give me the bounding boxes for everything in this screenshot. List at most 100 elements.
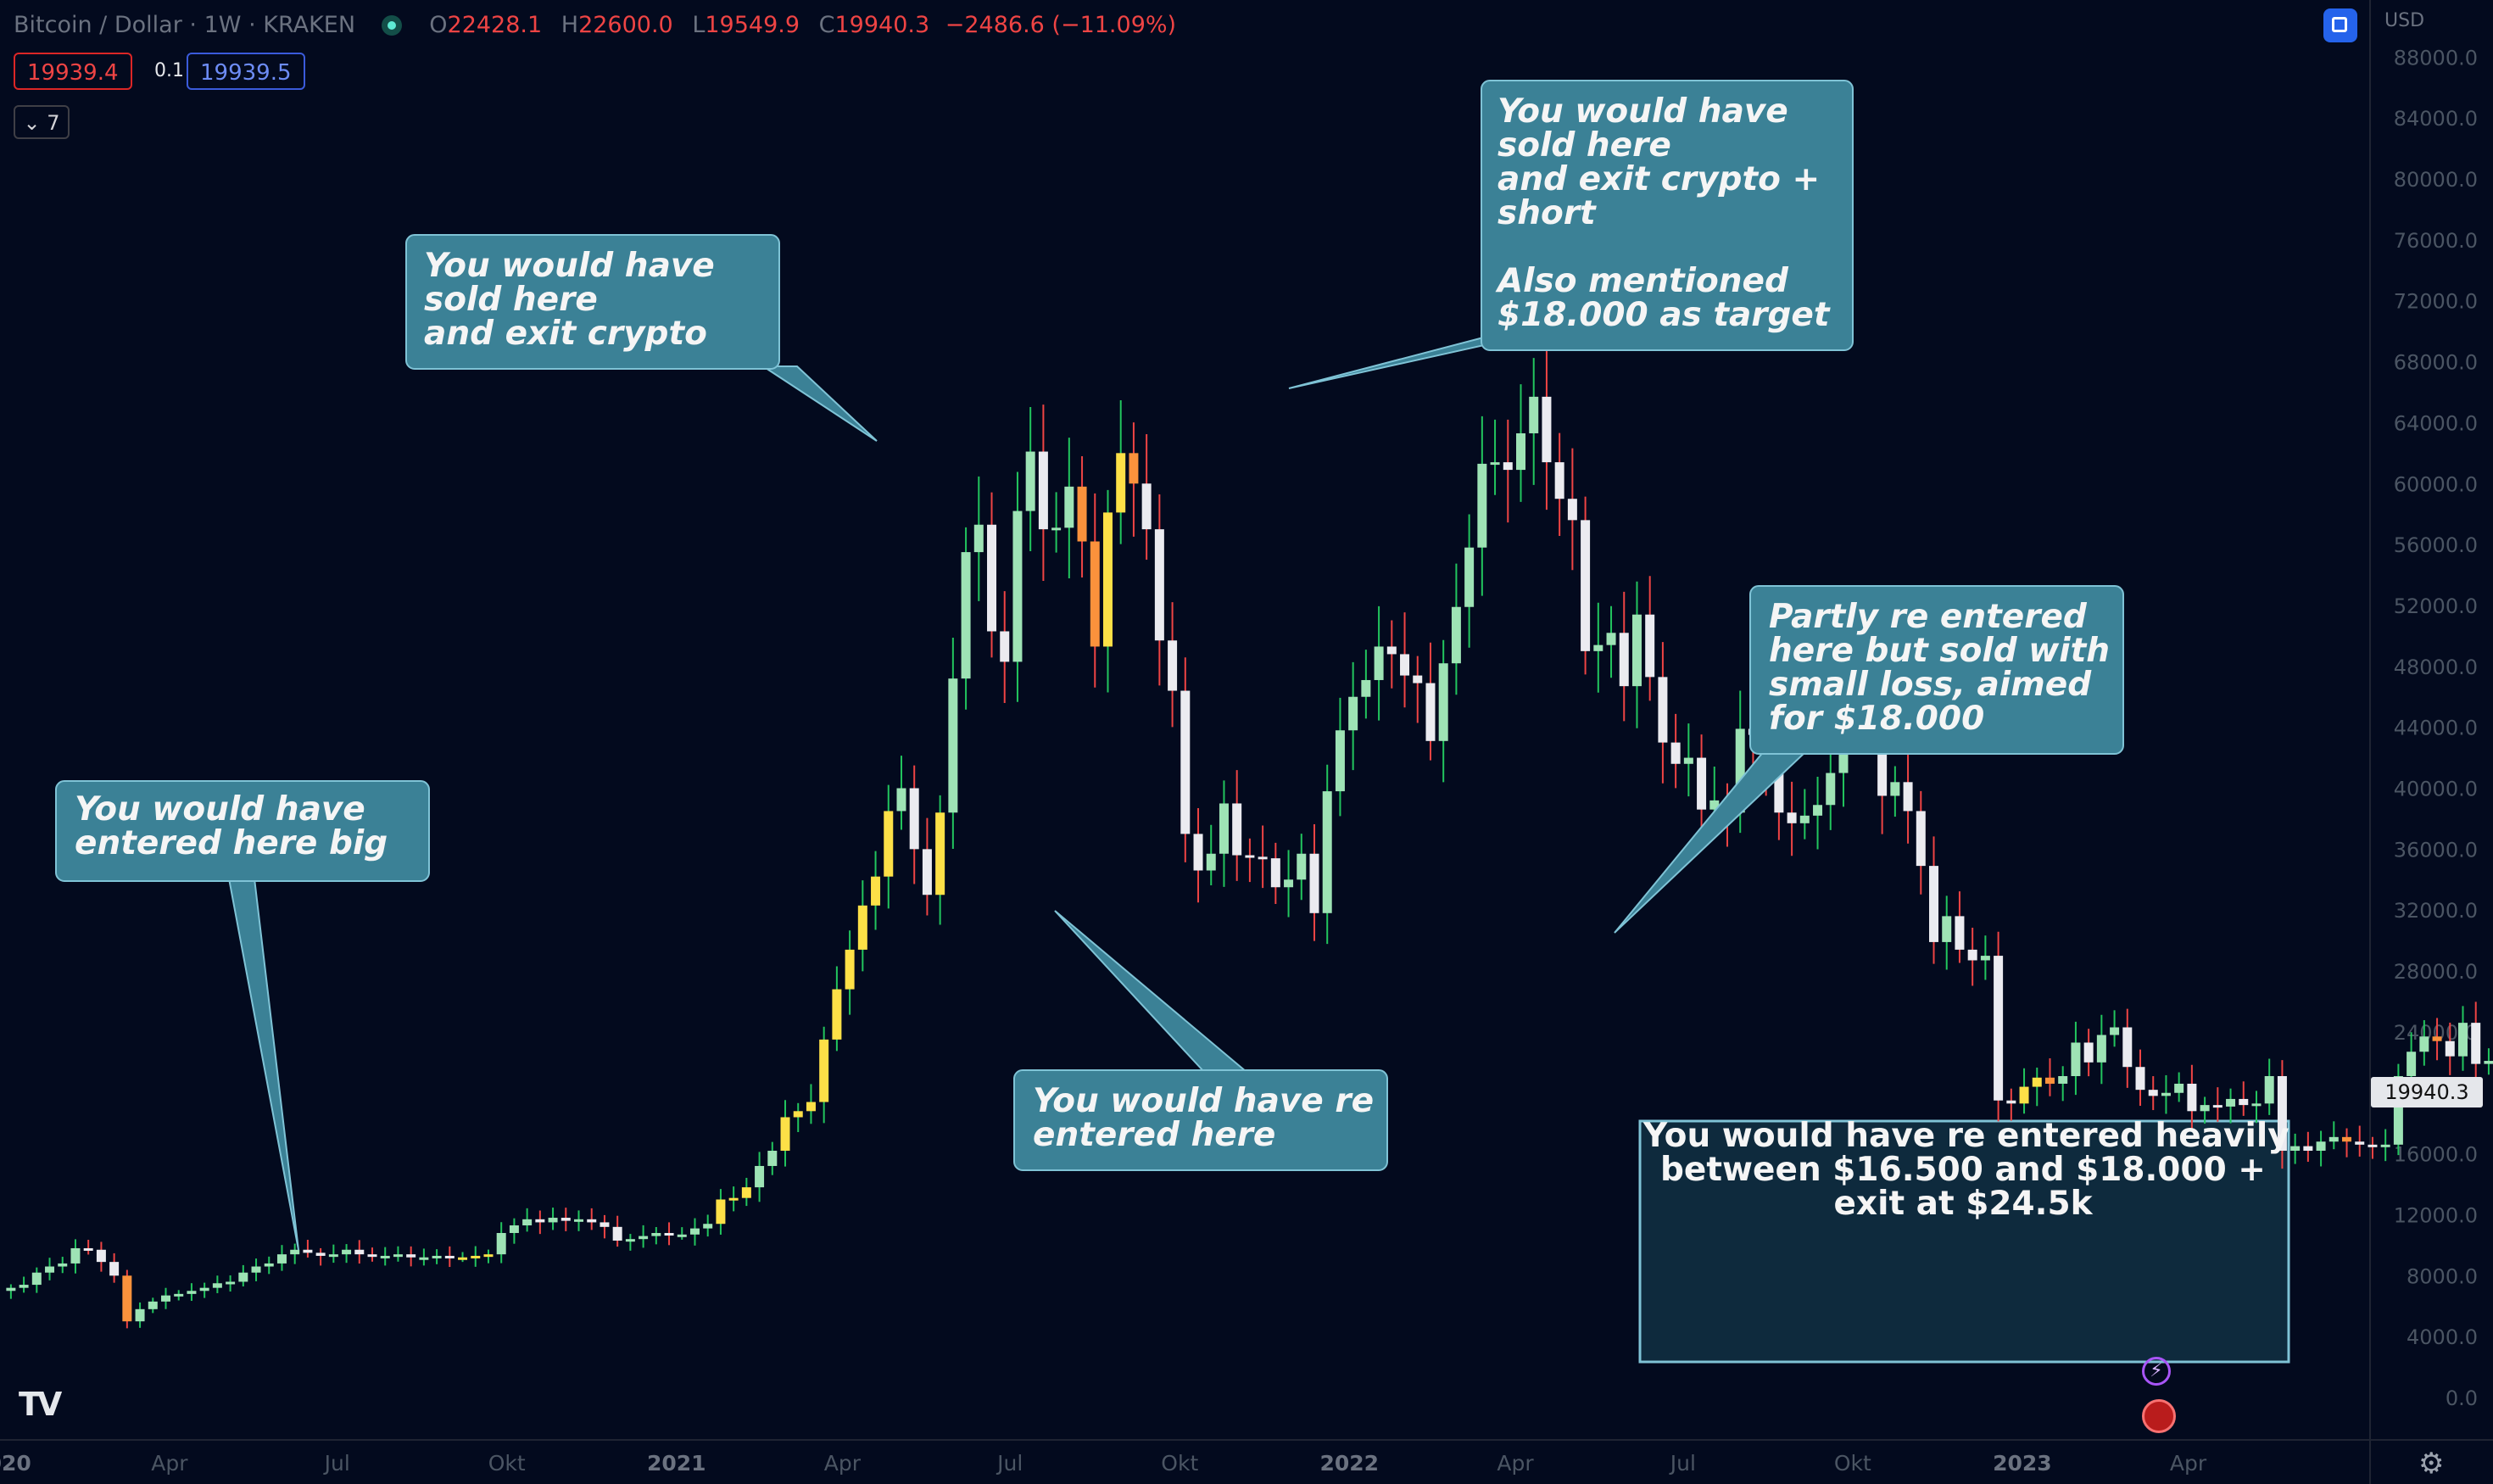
candle-body	[1051, 527, 1062, 531]
price-tick-label: 40000.0	[2394, 778, 2478, 801]
candle-body	[1284, 879, 1294, 888]
interval-label[interactable]: 1W	[204, 12, 242, 38]
time-tick-label: 2021	[647, 1451, 706, 1476]
candle-body	[1980, 956, 1990, 961]
candle-body	[871, 876, 881, 906]
candle-body	[1994, 956, 2004, 1101]
candle-body	[199, 1287, 209, 1292]
candle-body	[2239, 1098, 2249, 1106]
candle-body	[535, 1219, 545, 1223]
candle-body	[561, 1218, 571, 1221]
candle-body	[1490, 462, 1500, 466]
candle-body	[1503, 462, 1513, 471]
candle-body	[2445, 1040, 2455, 1057]
candle-body	[884, 811, 894, 877]
callout-partly[interactable]	[1614, 585, 2124, 934]
symbol-name[interactable]: Bitcoin / Dollar	[14, 12, 182, 38]
candle-body	[1102, 512, 1113, 647]
price-tick-label: 52000.0	[2394, 594, 2478, 618]
candle-body	[2032, 1077, 2042, 1087]
candle-body	[496, 1233, 506, 1255]
candle-body	[70, 1247, 81, 1264]
candle-body	[1077, 486, 1087, 542]
indicators-toggle-button[interactable]: ⌄ 7	[14, 105, 70, 139]
callout-sold-short[interactable]	[1288, 80, 1854, 389]
candle-body	[1529, 396, 1539, 433]
candle-body	[2471, 1023, 2481, 1064]
candle-body	[109, 1262, 120, 1276]
candle-body	[1929, 866, 1939, 942]
symbol-legend[interactable]: Bitcoin / Dollar · 1W · KRAKEN O22428.1 …	[14, 12, 1176, 38]
candle-body	[419, 1257, 429, 1260]
annotation-callouts[interactable]	[55, 80, 2124, 1251]
candle-body	[1567, 499, 1577, 521]
candle-body	[2135, 1067, 2145, 1091]
candle-body	[780, 1117, 790, 1152]
candle-body	[987, 524, 997, 632]
candle-body	[1219, 803, 1229, 854]
candle-body	[2432, 1036, 2442, 1041]
symbol-sep-2: ·	[248, 12, 256, 38]
candle-body	[2457, 1023, 2468, 1057]
us-flag-event-icon[interactable]	[2142, 1399, 2176, 1433]
candle-body	[973, 524, 984, 553]
candle-body	[703, 1224, 713, 1229]
time-axis[interactable]: 2020 Apr Jul Okt 2021 Apr Jul Okt 2022 Apr Jul Okt 2…	[0, 1439, 2493, 1476]
candle-body	[226, 1281, 236, 1285]
candle-body	[290, 1249, 300, 1255]
candle-body	[716, 1199, 726, 1225]
callout-reentered[interactable]	[1013, 910, 1388, 1171]
callout-entered-big[interactable]	[55, 780, 430, 1251]
currency-label[interactable]: USD	[2384, 10, 2425, 31]
candle-body	[793, 1111, 803, 1118]
price-tick-label: 12000.0	[2394, 1203, 2478, 1227]
time-tick-label: Jul	[996, 1451, 1023, 1476]
candle-body	[328, 1254, 338, 1258]
note-heavy-reentry: You would have re entered heavily betwee…	[1643, 1117, 2289, 1223]
candlestick-series	[6, 342, 2493, 1329]
note-sold-exit: You would have sold here and exit crypto	[424, 247, 715, 353]
candle-body	[1245, 855, 1255, 858]
low-label: L	[692, 12, 706, 38]
gear-icon[interactable]: ⚙	[2418, 1447, 2445, 1481]
time-tick-label: 2022	[1320, 1451, 1380, 1476]
lightning-event-icon[interactable]: ⚡	[2142, 1357, 2171, 1386]
candle-body	[1774, 765, 1784, 813]
order-size[interactable]: 0.1	[154, 60, 184, 81]
candle-body	[1735, 728, 1745, 813]
market-status-icon[interactable]	[381, 15, 402, 36]
candle-body	[6, 1287, 16, 1292]
note-entered-big: You would have entered here big	[75, 790, 388, 862]
time-tick-label: Apr	[151, 1451, 188, 1476]
candle-body	[1141, 483, 1152, 530]
candle-body	[2316, 1141, 2326, 1152]
price-tick-label: 88000.0	[2394, 46, 2478, 70]
candle-body	[2251, 1103, 2262, 1107]
candle-body	[819, 1039, 829, 1102]
candle-body	[251, 1266, 261, 1273]
price-axis[interactable]: 88000.0 84000.0 80000.0 76000.0 72000.0 68000…	[2369, 0, 2478, 1484]
candle-body	[1297, 853, 1307, 880]
buy-price-button[interactable]: 19939.5	[187, 53, 305, 90]
candle-body	[741, 1187, 751, 1198]
candle-body	[1309, 853, 1319, 913]
note-partly: Partly re entered here but sold with sma…	[1769, 598, 2111, 738]
candle-body	[2226, 1098, 2236, 1107]
candle-body	[471, 1255, 481, 1258]
fullscreen-icon[interactable]	[2323, 8, 2357, 42]
time-tick-label: Apr	[1497, 1451, 1534, 1476]
exchange-label: KRAKEN	[263, 12, 356, 38]
candle-body	[1670, 742, 1681, 764]
candle-body	[1645, 614, 1655, 678]
candle-body	[458, 1257, 468, 1260]
candle-body	[689, 1228, 700, 1235]
candle-body	[806, 1102, 816, 1112]
callout-sold-exit[interactable]	[405, 234, 878, 442]
candle-body	[1787, 812, 1797, 823]
candle-body	[1038, 451, 1048, 530]
candle-body	[1542, 396, 1552, 463]
sell-price-button[interactable]: 19939.4	[14, 53, 132, 90]
candle-body	[2212, 1105, 2223, 1108]
tradingview-logo[interactable]: TV	[19, 1386, 62, 1423]
